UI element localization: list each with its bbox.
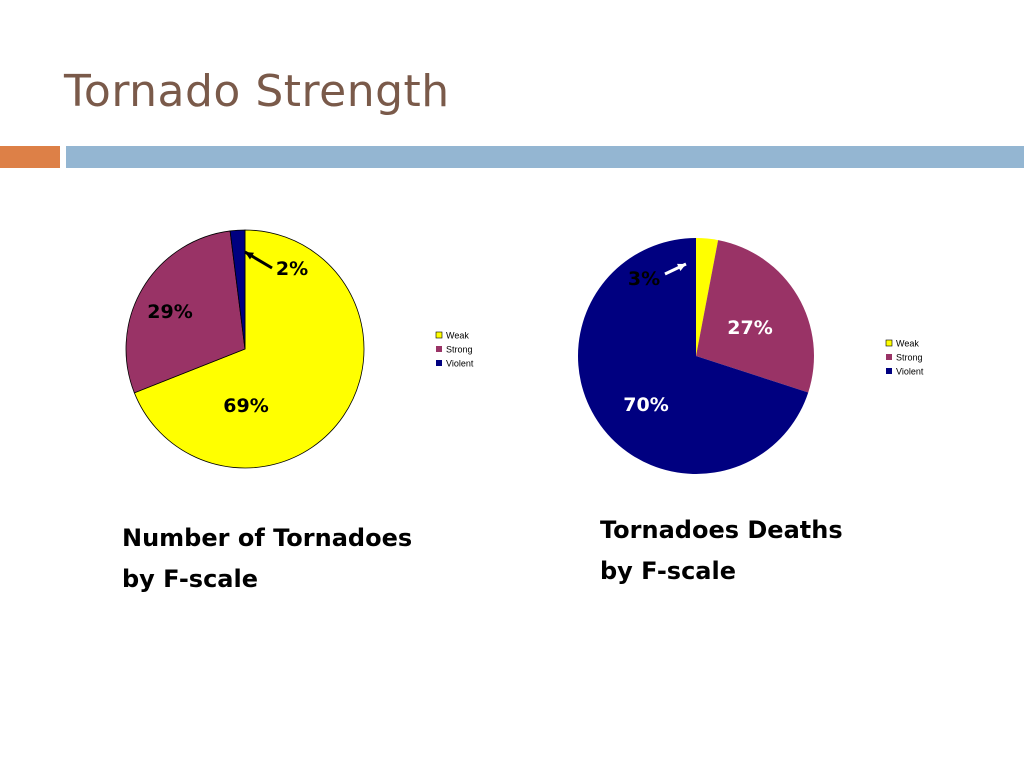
legend-swatch-violent [436,360,442,366]
callout-arrowhead [245,252,254,260]
chart1-caption: Number of Tornadoes by F-scale [122,518,412,600]
legend-label-weak: Weak [446,331,469,341]
title-accent-bar-orange [0,146,60,168]
chart1-caption-line2: by F-scale [122,565,259,593]
pie-slice-strong [125,230,246,394]
pie-slice-violent [229,229,246,350]
strong-percent-label: 29% [147,301,192,323]
legend-label-strong: Strong [446,345,473,355]
pie-slice-weak [133,229,365,469]
title-accent-bar-blue [66,146,1024,168]
legend-swatch-weak [435,331,443,339]
legend-swatch-strong [436,346,442,352]
slide-title: Tornado Strength [64,66,450,117]
chart2-caption: Tornadoes Deaths by F-scale [600,510,843,592]
weak-percent-label: 69% [223,395,268,417]
violent-percent-label: 2% [276,258,308,280]
legend: Weak Strong Violent [435,331,474,369]
chart2-caption-line1: Tornadoes Deaths [600,516,843,544]
legend-label-violent: Violent [446,359,474,369]
chart2-caption-line2: by F-scale [600,557,737,585]
chart1-caption-line1: Number of Tornadoes [122,524,413,552]
